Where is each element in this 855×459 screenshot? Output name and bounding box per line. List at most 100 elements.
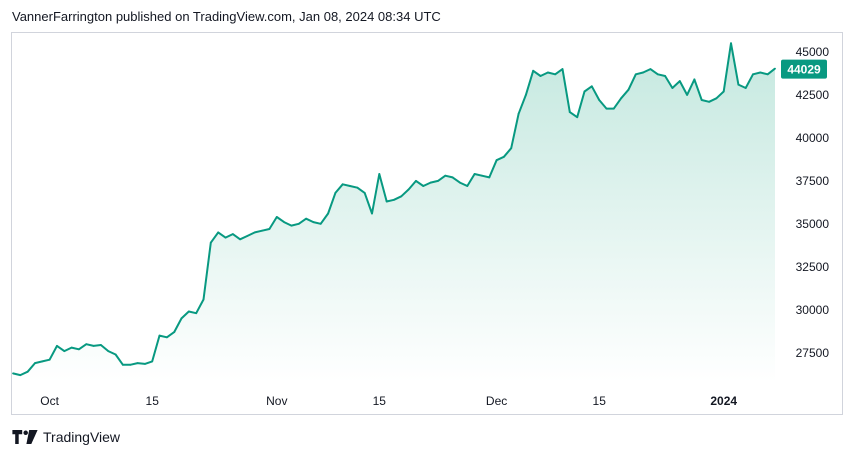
price-point	[158, 334, 161, 337]
price-point	[195, 312, 198, 315]
price-point	[737, 83, 740, 86]
x-tick-label: 15	[146, 394, 160, 408]
attribution-text: VannerFarrington published on TradingVie…	[12, 9, 441, 24]
price-point	[561, 68, 564, 70]
price-point	[305, 217, 307, 220]
price-point	[532, 69, 535, 72]
price-point	[19, 374, 22, 376]
price-point	[173, 331, 176, 333]
price-point	[290, 224, 293, 227]
price-point	[327, 212, 329, 215]
price-point	[56, 345, 58, 347]
price-point	[129, 363, 132, 366]
price-point	[78, 348, 80, 351]
price-point	[568, 111, 571, 113]
price-point	[26, 370, 29, 373]
price-area-fill	[13, 43, 775, 383]
price-point	[459, 181, 461, 184]
price-chart[interactable]: 27500 30000 32500 35000 37500 40000 42500 45000…	[12, 33, 842, 414]
price-point	[70, 346, 73, 349]
price-point	[759, 71, 762, 74]
price-point	[774, 67, 776, 70]
x-tick-label: Oct	[40, 394, 59, 408]
price-point	[576, 116, 579, 119]
price-point	[385, 200, 388, 203]
price-point	[180, 317, 183, 320]
price-point	[253, 231, 256, 234]
price-point	[393, 198, 395, 201]
price-point	[466, 185, 469, 187]
price-point	[107, 350, 110, 352]
x-tick-label: 15	[373, 394, 387, 408]
price-point	[612, 107, 615, 110]
price-point	[239, 238, 242, 241]
price-point	[525, 94, 527, 96]
price-point	[231, 233, 234, 236]
price-point	[312, 221, 315, 224]
price-point	[100, 344, 102, 346]
price-point	[634, 73, 637, 76]
y-tick-label: 35000	[796, 217, 830, 231]
price-point	[686, 94, 688, 96]
price-point	[444, 174, 447, 177]
price-point	[349, 185, 351, 187]
price-point	[85, 343, 88, 346]
price-point	[656, 73, 659, 76]
y-tick-label: 40000	[796, 131, 830, 145]
x-tick-label: Dec	[486, 394, 507, 408]
price-point	[63, 350, 66, 352]
price-point	[12, 372, 14, 375]
price-point	[744, 87, 747, 89]
price-point	[539, 75, 542, 77]
price-point	[371, 212, 373, 215]
chart-frame: 27500 30000 32500 35000 37500 40000 42500 45000…	[11, 32, 843, 415]
price-point	[429, 181, 432, 184]
price-point	[517, 112, 520, 115]
price-point	[437, 180, 439, 182]
y-tick-label: 27500	[796, 346, 830, 360]
price-point	[715, 97, 718, 100]
price-point	[583, 90, 586, 93]
price-point	[275, 216, 278, 218]
price-point	[649, 68, 652, 70]
x-tick-label: 2024	[710, 394, 737, 408]
price-point	[144, 363, 146, 365]
price-point	[341, 183, 344, 186]
y-tick-label: 30000	[796, 303, 830, 317]
price-point	[268, 228, 271, 230]
price-point	[422, 185, 425, 187]
price-point	[209, 241, 212, 244]
price-point	[151, 360, 154, 363]
y-tick-label: 32500	[796, 260, 830, 274]
tradingview-brand[interactable]: TradingView	[43, 429, 121, 445]
tradingview-logo-icon[interactable]	[12, 430, 38, 444]
price-point	[451, 176, 454, 179]
price-point	[166, 336, 168, 339]
price-point	[693, 78, 696, 81]
x-tick-label: Nov	[266, 394, 287, 408]
price-point	[136, 362, 139, 364]
price-point	[510, 147, 513, 150]
price-point	[488, 176, 491, 179]
price-point	[642, 71, 644, 74]
price-point	[356, 186, 359, 189]
price-point	[217, 231, 220, 234]
price-point	[708, 100, 710, 103]
price-point	[495, 159, 498, 162]
price-point	[34, 362, 36, 364]
price-point	[700, 99, 703, 101]
price-point	[415, 180, 417, 182]
price-point	[224, 236, 227, 239]
price-point	[590, 85, 593, 88]
price-point	[752, 73, 754, 76]
price-point	[722, 90, 725, 93]
price-point	[730, 42, 732, 45]
y-tick-label: 42500	[796, 88, 830, 102]
last-price-label: 44029	[787, 63, 821, 77]
price-point	[41, 360, 44, 363]
price-point	[283, 221, 285, 224]
price-point	[400, 195, 403, 198]
price-point	[671, 87, 674, 89]
price-point	[547, 71, 549, 74]
price-point	[187, 310, 190, 313]
